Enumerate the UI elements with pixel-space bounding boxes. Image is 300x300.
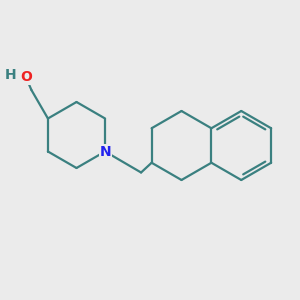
Text: N: N (99, 145, 111, 158)
Text: H: H (4, 68, 16, 82)
Text: O: O (20, 70, 32, 84)
